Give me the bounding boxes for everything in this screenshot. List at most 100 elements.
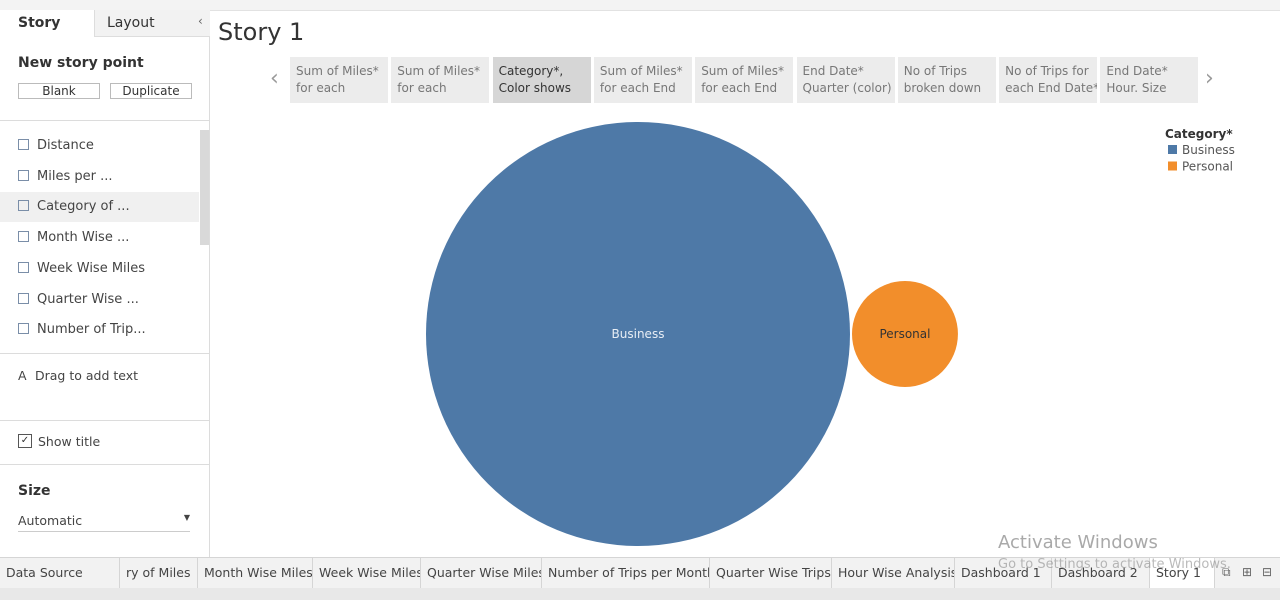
size-value: Automatic <box>18 513 83 528</box>
separator <box>0 120 209 121</box>
separator <box>0 353 209 354</box>
bubble[interactable] <box>852 281 958 387</box>
sidebar: Story Layout ‹ New story point Blank Dup… <box>0 10 210 557</box>
sheet-tabs: Data Source ry of Miles Month Wise Miles We… <box>0 557 1280 589</box>
sheet-tab[interactable]: Data Source <box>0 558 120 588</box>
story-point[interactable]: End Date* Hour. Size <box>1100 57 1199 103</box>
story-point[interactable]: Sum of Miles* for each <box>290 57 388 103</box>
sheet-name: Miles per ... <box>37 168 113 184</box>
sheet-tab[interactable]: ry of Miles <box>120 558 198 588</box>
story-point[interactable]: No of Trips for each End Date* <box>999 57 1098 103</box>
sheet-tab[interactable]: Quarter Wise Miles <box>421 558 542 588</box>
sheet-tab[interactable]: Number of Trips per Month <box>542 558 710 588</box>
sheet-icon <box>18 200 29 212</box>
legend-label: Personal <box>1182 160 1233 174</box>
story-point-line: End Date* <box>802 64 864 78</box>
story-title: Story 1 <box>218 18 305 46</box>
story-point-line: each End Date* <box>1005 81 1098 95</box>
separator <box>0 464 209 465</box>
sheet-item[interactable]: Quarter Wise ... <box>0 285 199 315</box>
sheet-icon <box>18 231 29 243</box>
bubble[interactable] <box>426 122 850 546</box>
next-arrow[interactable]: › <box>1205 66 1214 91</box>
layout-tab[interactable]: Layout <box>107 15 155 31</box>
story-point[interactable]: No of Trips broken down <box>897 57 996 103</box>
story-point-line: broken down <box>903 81 982 95</box>
tab-bg <box>94 10 210 37</box>
new-tab-icon[interactable]: ⧉ <box>1222 565 1231 579</box>
story-point-line: Quarter (color) <box>802 81 892 95</box>
separator <box>0 420 209 421</box>
sheet-item[interactable]: Month Wise ... <box>0 223 199 253</box>
story-point-line: Sum of Miles* <box>599 64 683 78</box>
story-tab[interactable]: Story <box>18 15 61 31</box>
legend-label: Business <box>1182 143 1235 157</box>
story-point-line: End Date* <box>1106 64 1168 78</box>
watermark-title: Activate Windows <box>998 532 1158 553</box>
story-point-line: Sum of Miles* <box>701 64 784 78</box>
blank-button[interactable]: Blank <box>18 83 100 99</box>
dropdown-arrow: ▼ <box>183 513 190 522</box>
chart: Business Personal Category* Business Persona… <box>426 122 1235 546</box>
story-point[interactable]: End Date* Quarter (color) <box>796 57 895 103</box>
new-story-point: New story point <box>18 55 144 71</box>
size-dropdown[interactable]: Automatic ▼ <box>18 513 190 532</box>
status-bar <box>0 588 1280 600</box>
story-point-line: for each <box>296 81 346 95</box>
watermark-subtitle: Go to Settings to activate Windows. <box>998 557 1231 572</box>
sheet-name: Quarter Wise ... <box>37 291 139 307</box>
story-point-line: Hour. Size <box>1106 81 1167 95</box>
duplicate-button[interactable]: Duplicate <box>110 83 192 99</box>
story-point[interactable]: Sum of Miles* for each End <box>695 57 794 103</box>
sheet-tab[interactable]: Month Wise Miles <box>198 558 313 588</box>
story-point[interactable]: Category*, Color shows <box>492 57 591 103</box>
story-point-line: Sum of Miles* <box>296 64 379 78</box>
sheet-item[interactable]: Week Wise Miles <box>0 254 199 284</box>
legend-title: Category* <box>1165 127 1233 141</box>
story-point[interactable]: Sum of Miles* for each End <box>593 57 692 103</box>
bubble-label: Business <box>612 327 665 341</box>
size-label: Size <box>18 483 51 499</box>
sheet-tab[interactable]: Hour Wise Analysis <box>832 558 955 588</box>
sheet-tab[interactable]: Dashboard 1 <box>955 558 1052 588</box>
story-point-line: No of Trips <box>903 64 968 78</box>
story-point-line: for each <box>397 81 447 95</box>
sheet-icon <box>18 261 29 273</box>
new-tab-icon[interactable]: ⊟ <box>1262 565 1273 579</box>
sheet-item[interactable]: Miles per ... <box>0 162 199 192</box>
story-point-line: Color shows <box>498 81 572 95</box>
story-point-line: Category*, <box>498 64 564 78</box>
story-point-line: for each End <box>599 81 676 95</box>
sheet-item[interactable]: Category of ... <box>0 192 199 223</box>
sheet-item[interactable]: Number of Trip... <box>0 315 199 345</box>
sheet-tab[interactable]: Dashboard 2 <box>1052 558 1150 588</box>
prev-arrow[interactable]: ‹ <box>270 66 279 91</box>
top-strip <box>0 0 1280 11</box>
sheet-item[interactable]: Distance <box>0 131 199 161</box>
story-point-line: for each End <box>701 81 778 95</box>
show-title[interactable]: Show title <box>38 434 101 449</box>
sheet-name: Number of Trip... <box>37 322 146 338</box>
legend-swatch <box>1168 161 1177 171</box>
story-point[interactable]: Sum of Miles* for each <box>391 57 490 103</box>
scrollbar[interactable] <box>200 130 209 245</box>
sheet-name: Month Wise ... <box>37 230 130 246</box>
sheet-icon <box>18 139 29 150</box>
sheet-icon <box>18 323 29 335</box>
sheet-icon <box>18 292 29 304</box>
sheet-tab[interactable]: Week Wise Miles <box>313 558 421 588</box>
sheet-name: Category of ... <box>37 199 130 215</box>
sheet-tab[interactable]: Story 1 <box>1150 558 1215 588</box>
sheet-name: Distance <box>37 138 94 153</box>
sheet-tab[interactable]: Quarter Wise Trips <box>710 558 832 588</box>
tab-bg <box>0 10 94 37</box>
text-icon: A <box>18 368 27 383</box>
collapse-icon[interactable]: ‹ <box>198 14 203 28</box>
legend-swatch <box>1168 145 1177 154</box>
new-tab-icon[interactable]: ⊞ <box>1242 565 1253 579</box>
story-point-line: Sum of Miles* <box>397 64 481 78</box>
story-point-line: No of Trips for <box>1005 64 1089 78</box>
drag-text[interactable]: Drag to add text <box>35 368 139 383</box>
checkbox[interactable]: ✓ <box>18 434 32 448</box>
